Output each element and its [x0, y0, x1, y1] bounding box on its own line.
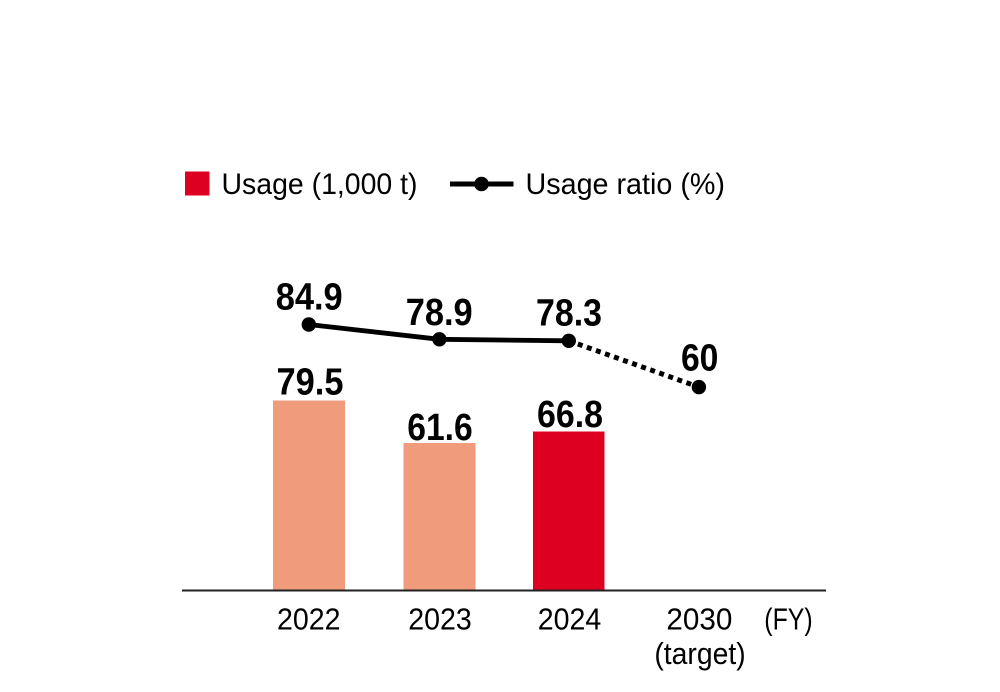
svg-text:2022: 2022: [277, 602, 341, 637]
svg-text:Usage (1,000 t): Usage (1,000 t): [222, 168, 418, 201]
svg-text:61.6: 61.6: [407, 407, 473, 449]
svg-text:78.3: 78.3: [536, 293, 602, 335]
svg-text:Usage ratio (%): Usage ratio (%): [526, 168, 726, 201]
svg-text:79.5: 79.5: [277, 362, 344, 404]
svg-text:(FY): (FY): [764, 602, 812, 637]
svg-text:60: 60: [681, 338, 719, 380]
svg-text:(target): (target): [654, 636, 745, 671]
svg-text:2023: 2023: [408, 602, 472, 637]
svg-text:84.9: 84.9: [276, 277, 343, 319]
svg-text:78.9: 78.9: [406, 292, 473, 334]
svg-text:2024: 2024: [538, 602, 602, 637]
svg-text:66.8: 66.8: [537, 394, 603, 436]
svg-text:2030: 2030: [666, 602, 732, 637]
